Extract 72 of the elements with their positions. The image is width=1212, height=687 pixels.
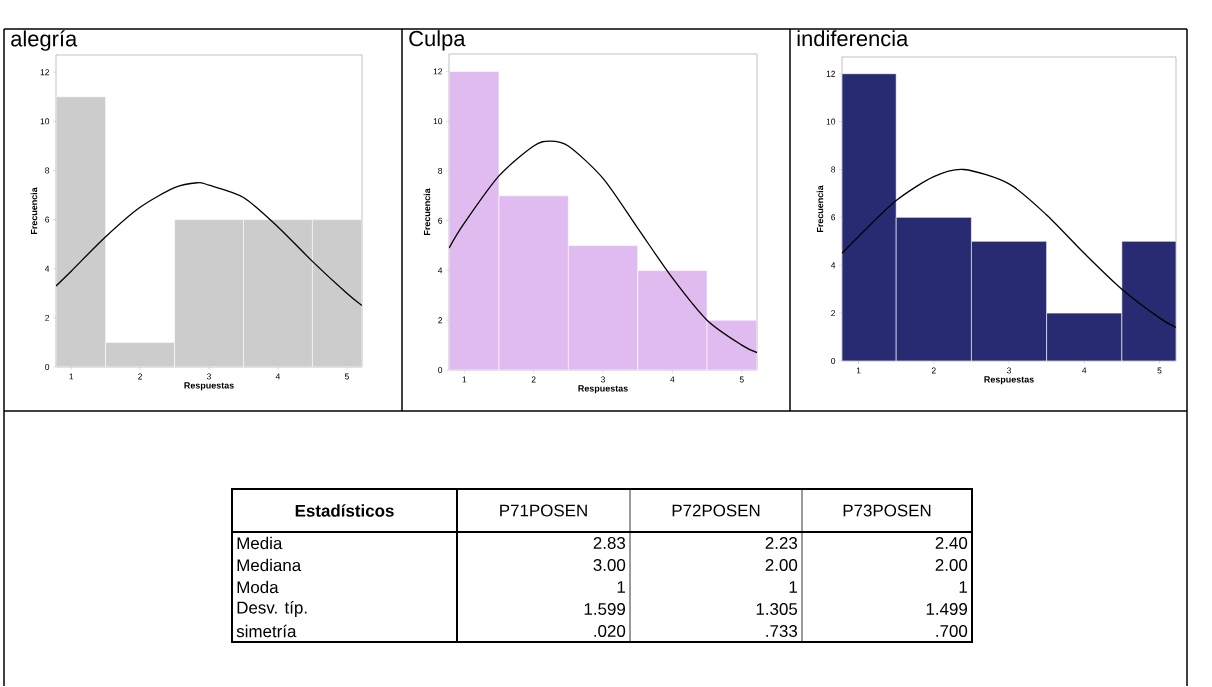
y-tick-label: 6 xyxy=(831,214,836,221)
text: Mediana xyxy=(237,558,302,572)
x-tick-label: 4 xyxy=(670,376,675,383)
x-tick-label: 2 xyxy=(531,376,536,383)
x-tick-label: 1 xyxy=(462,376,467,383)
y-tick-label: 8 xyxy=(831,166,836,173)
chart-title: indiferencia xyxy=(797,30,909,47)
text: Media xyxy=(237,536,283,550)
text: 2.40 xyxy=(935,537,968,550)
y-tick-label: 8 xyxy=(45,167,50,174)
text: .700 xyxy=(936,625,968,638)
text: 2.00 xyxy=(765,559,798,572)
text: 1.599 xyxy=(584,603,626,616)
y-tick-label: 10 xyxy=(826,118,836,125)
y-tick-label: 6 xyxy=(438,217,443,224)
chart-title: Culpa xyxy=(409,30,466,51)
x-tick-label: 5 xyxy=(344,373,349,380)
text: P73POSEN xyxy=(843,504,931,517)
text: 1 xyxy=(617,581,625,593)
x-tick-label: 2 xyxy=(931,367,936,374)
y-tick-label: 4 xyxy=(44,265,50,272)
text: 2.00 xyxy=(935,559,968,572)
text: simetría xyxy=(236,624,297,638)
text: 3.00 xyxy=(593,559,626,572)
y-tick-label: 8 xyxy=(438,168,443,175)
chart-title: alegría xyxy=(11,30,78,51)
y-axis-title: Frecuencia xyxy=(816,185,824,233)
x-tick-label: 5 xyxy=(739,376,744,383)
y-tick-label: 2 xyxy=(45,315,50,321)
text: 2.83 xyxy=(593,537,626,550)
text: .020 xyxy=(594,625,626,638)
x-tick-label: 5 xyxy=(1157,367,1162,374)
x-tick-label: 3 xyxy=(1006,367,1011,374)
x-tick-label: 1 xyxy=(69,373,74,380)
text: Moda xyxy=(237,580,279,594)
x-axis-title: Respuestas xyxy=(578,385,628,394)
y-tick-label: 0 xyxy=(45,364,50,371)
y-tick-label: 2 xyxy=(438,317,443,324)
text: 1.305 xyxy=(756,603,798,616)
text: 1.499 xyxy=(926,603,967,616)
text: P71POSEN xyxy=(500,504,587,517)
y-tick-label: 12 xyxy=(433,68,443,75)
text: 1 xyxy=(959,581,967,593)
x-tick-label: 1 xyxy=(856,367,861,374)
y-tick-label: 0 xyxy=(438,367,443,374)
y-tick-label: 12 xyxy=(40,69,50,76)
text: 2.23 xyxy=(765,537,798,550)
y-tick-label: 0 xyxy=(831,358,836,365)
x-axis-title: Respuestas xyxy=(984,376,1034,385)
y-axis-title: Frecuencia xyxy=(30,187,38,235)
x-axis-title: Respuestas xyxy=(184,382,234,391)
x-tick-label: 3 xyxy=(206,373,211,380)
x-tick-label: 3 xyxy=(600,376,605,383)
line-series xyxy=(842,168,1177,329)
y-tick-label: 6 xyxy=(45,216,50,223)
y-tick-label: 4 xyxy=(830,262,836,269)
y-tick-label: 2 xyxy=(831,310,836,317)
text: Desv. típ. xyxy=(237,601,307,618)
x-tick-label: 4 xyxy=(275,373,281,380)
x-tick-label: 2 xyxy=(138,373,143,380)
text: Estadísticos xyxy=(295,504,394,517)
y-tick-label: 10 xyxy=(40,118,50,125)
text: 1 xyxy=(789,581,797,593)
y-tick-label: 12 xyxy=(826,70,836,77)
y-axis-title: Frecuencia xyxy=(423,188,431,236)
text: P72POSEN xyxy=(672,504,760,517)
y-tick-label: 4 xyxy=(437,267,443,274)
y-tick-label: 10 xyxy=(433,118,443,125)
line-series xyxy=(56,182,363,307)
line-series xyxy=(449,140,758,354)
text: .733 xyxy=(766,625,798,638)
x-tick-label: 4 xyxy=(1082,367,1087,374)
